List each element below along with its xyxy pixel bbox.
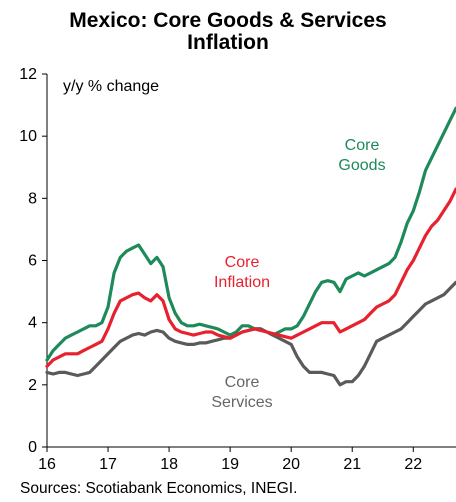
chart-title: Mexico: Core Goods & Services Inflation (0, 10, 456, 54)
x-tick-label: 18 (160, 456, 178, 473)
y-tick-label: 10 (19, 128, 37, 145)
source-note: Sources: Scotiabank Economics, INEGI. (20, 480, 298, 497)
y-tick-label: 8 (28, 190, 37, 207)
y-axis-label: y/y % change (63, 78, 159, 95)
chart-title-line-2: Inflation (187, 31, 269, 54)
series-label-core-services: Services (211, 394, 272, 411)
series-line-core-goods (45, 106, 456, 362)
series-label-core-goods: Core (345, 137, 380, 154)
chart-title-line-1: Mexico: Core Goods & Services (69, 9, 387, 32)
y-tick-label: 2 (28, 377, 37, 394)
x-tick-label: 17 (99, 456, 117, 473)
y-tick-label: 12 (19, 66, 37, 83)
y-tick-label: 0 (28, 439, 37, 456)
x-tick-label: 20 (282, 456, 300, 473)
chart-annotations: Core Goods Core Inflation Core Services (211, 137, 385, 411)
y-tick-label: 4 (28, 315, 37, 332)
series-line-core-inflation (45, 187, 456, 368)
x-tick-label: 21 (343, 456, 361, 473)
x-tick-label: 19 (221, 456, 239, 473)
series-label-core-inflation: Core (225, 254, 260, 271)
y-tick-label: 6 (28, 253, 37, 270)
x-tick-label: 22 (404, 456, 422, 473)
series-label-core-services: Core (225, 374, 260, 391)
chart-series-lines (45, 106, 456, 387)
x-tick-label: 16 (38, 456, 56, 473)
chart-ticks: 0 2 4 6 8 10 12 16 17 18 19 20 21 22 (19, 66, 422, 473)
series-label-core-goods: Goods (338, 157, 385, 174)
series-label-core-inflation: Inflation (214, 274, 270, 291)
